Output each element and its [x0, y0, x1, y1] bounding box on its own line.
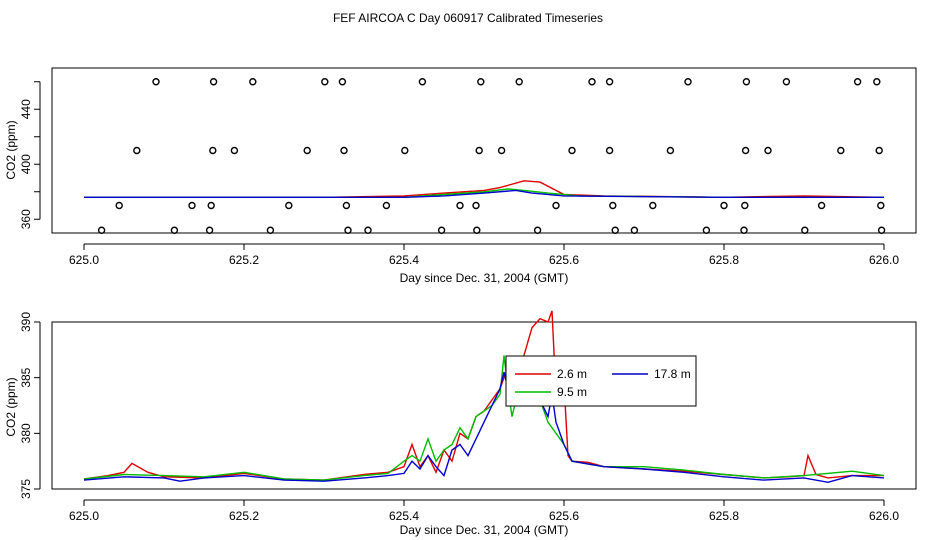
scatter-point [568, 146, 576, 155]
scatter-point [364, 226, 372, 234]
scatter-point [170, 226, 179, 234]
legend-label: 17.8 m [654, 367, 691, 381]
scatter-point [877, 201, 885, 210]
x-axis-label: Day since Dec. 31, 2004 (GMT) [400, 523, 569, 537]
y-tick-label: 390 [19, 312, 33, 332]
y-axis-label: CO2 (ppm) [4, 377, 18, 436]
scatter-point [684, 78, 692, 86]
y-tick-label: 385 [19, 367, 33, 387]
legend: 2.6 m 9.5 m 17.8 m [505, 355, 697, 407]
scatter-point [605, 78, 614, 86]
x-tick-label: 625.2 [229, 509, 259, 523]
scatter-point [552, 201, 560, 210]
scatter-point [133, 146, 141, 155]
scatter-point [249, 78, 257, 86]
scatter-point [853, 78, 862, 86]
y-tick-label: 360 [19, 209, 33, 229]
scatter-point [209, 146, 217, 155]
scatter-point [477, 78, 485, 86]
x-tick-label: 625.4 [389, 253, 419, 267]
scatter-point [285, 201, 293, 210]
legend-box [505, 355, 697, 407]
y-tick-label: 375 [19, 479, 33, 499]
plot-frame [51, 321, 917, 490]
scatter-point [720, 201, 728, 210]
x-tick-label: 625.0 [69, 253, 99, 267]
scatter-point [207, 201, 215, 210]
scatter-point [401, 146, 409, 155]
scatter-point [188, 201, 196, 210]
scatter-point [588, 78, 596, 86]
chart-panel-bottom: 625.0 625.2 625.4 625.6 625.8 626.0 375 380 385 3… [4, 310, 917, 537]
scatter-point [209, 78, 218, 86]
scatter-point [475, 146, 483, 155]
x-tick-label: 625.6 [549, 509, 579, 523]
scatter-point [344, 226, 352, 234]
scatter-point [764, 146, 772, 155]
x-tick-label: 625.0 [69, 509, 99, 523]
scatter-point [321, 78, 329, 86]
y-axis-label: CO2 (ppm) [4, 120, 18, 179]
scatter-point [473, 226, 481, 234]
legend-label: 2.6 m [557, 367, 587, 381]
scatter-point [382, 201, 391, 210]
legend-label: 9.5 m [557, 385, 587, 399]
x-tick-label: 626.0 [869, 509, 899, 523]
scatter-point [666, 146, 675, 155]
x-tick-label: 625.2 [229, 253, 259, 267]
scatter-point [342, 201, 351, 210]
scatter-point [205, 226, 214, 234]
scatter-point [740, 226, 748, 234]
x-tick-label: 625.8 [709, 253, 739, 267]
x-tick-label: 625.8 [709, 509, 739, 523]
scatter-point [873, 78, 881, 86]
x-tick-label: 626.0 [869, 253, 899, 267]
scatter-point [817, 201, 826, 210]
y-tick-label: 400 [19, 154, 33, 174]
scatter-point [515, 78, 523, 86]
scatter-point [97, 226, 106, 234]
series-line [83, 352, 885, 481]
scatter-point [611, 226, 619, 234]
scatter-point [741, 201, 749, 210]
scatter-point [630, 226, 639, 234]
x-axis-label: Day since Dec. 31, 2004 (GMT) [400, 271, 569, 285]
scatter-point [230, 146, 239, 155]
scatter-point [472, 201, 480, 210]
y-tick-label: 380 [19, 423, 33, 443]
scatter-point [303, 146, 311, 155]
scatter-point [741, 146, 750, 155]
scatter-point [456, 201, 464, 210]
chart-title: FEF AIRCOA C Day 060917 Calibrated Times… [333, 11, 603, 25]
chart-panel-top: 625.0 625.2 625.4 625.6 625.8 626.0360400440 … [4, 67, 917, 285]
y-tick-label: 440 [19, 99, 33, 119]
scatter-point [837, 146, 845, 155]
scatter-point [801, 226, 809, 234]
scatter-point [877, 226, 886, 234]
x-tick-label: 625.6 [549, 253, 579, 267]
series-line [84, 180, 885, 199]
scatter-point [497, 146, 506, 155]
scatter-point [702, 226, 711, 234]
plot-frame [51, 67, 917, 234]
scatter-point [338, 78, 347, 86]
scatter-point [340, 146, 348, 155]
scatter-point [605, 146, 614, 155]
scatter-point [418, 78, 427, 86]
series-line [83, 370, 885, 484]
scatter-point [609, 201, 617, 210]
scatter-point [875, 146, 883, 155]
scatter-point [115, 201, 123, 210]
scatter-point [782, 78, 791, 86]
x-tick-label: 625.4 [389, 509, 419, 523]
series-line [83, 310, 884, 481]
scatter-point [742, 78, 751, 86]
scatter-point [649, 201, 657, 210]
series-line [84, 189, 884, 198]
scatter-point [266, 226, 275, 234]
scatter-point [437, 226, 446, 234]
scatter-point [533, 226, 542, 234]
scatter-point [152, 78, 160, 86]
